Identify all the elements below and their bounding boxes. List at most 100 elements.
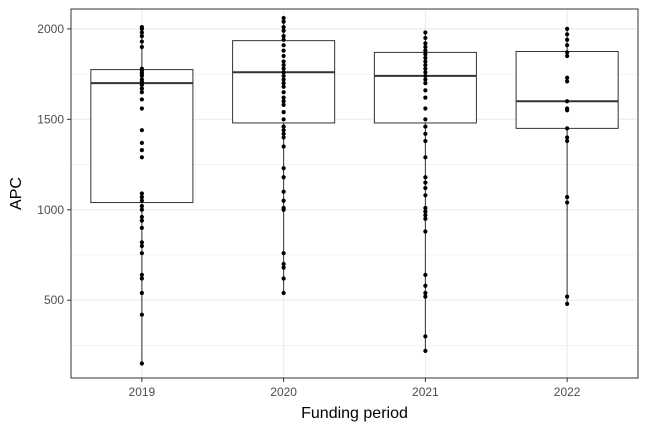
data-point (565, 53, 570, 59)
data-point (139, 361, 144, 366)
data-point (281, 70, 286, 75)
data-point (139, 207, 144, 212)
data-point (281, 124, 286, 129)
data-point (139, 97, 144, 102)
data-point (139, 251, 144, 256)
data-point (281, 265, 286, 270)
data-point (423, 229, 428, 234)
data-point (423, 138, 428, 144)
data-point (565, 195, 570, 200)
data-point (139, 77, 144, 82)
data-point (281, 175, 286, 180)
data-point (565, 138, 570, 144)
data-point (423, 124, 428, 129)
data-point (565, 26, 570, 31)
data-point (423, 155, 428, 160)
x-tick-label: 2020 (270, 385, 297, 399)
data-point (565, 294, 570, 299)
data-point (423, 348, 428, 353)
data-point (281, 251, 286, 256)
data-point (423, 175, 428, 180)
data-point (423, 62, 428, 68)
data-point (423, 209, 428, 214)
data-point (423, 283, 428, 288)
data-point (565, 301, 570, 306)
data-point (281, 84, 286, 89)
data-point (139, 44, 144, 50)
x-axis-title: Funding period (301, 405, 408, 422)
data-point (139, 272, 144, 277)
data-point (281, 59, 286, 64)
y-axis-ticks: 500 1000 1500 2000 (37, 22, 71, 307)
data-point (423, 185, 428, 191)
data-point (565, 200, 570, 205)
data-point (139, 240, 144, 245)
data-point (423, 88, 428, 93)
data-point (139, 198, 144, 203)
data-point (281, 66, 286, 71)
data-point (139, 191, 144, 196)
data-point (139, 312, 144, 317)
data-point (139, 195, 144, 200)
data-point (139, 30, 144, 35)
plot-panel-border (70, 8, 639, 379)
data-point (281, 102, 286, 107)
data-point (565, 37, 570, 42)
data-point (281, 19, 286, 24)
data-point (281, 90, 286, 95)
data-point (565, 135, 570, 140)
data-point (565, 106, 570, 111)
data-point (139, 225, 144, 230)
box-iqr (515, 51, 619, 129)
data-point (281, 34, 286, 39)
data-point (423, 290, 428, 296)
data-point (139, 214, 144, 220)
data-point (281, 290, 286, 296)
data-point (281, 62, 286, 68)
data-point (423, 41, 428, 46)
data-point (565, 50, 570, 55)
data-point (281, 48, 286, 53)
data-point (281, 28, 286, 33)
x-axis-ticks: 2019 2020 2021 2022 (129, 378, 581, 399)
data-point (423, 48, 428, 53)
data-point (423, 334, 428, 339)
data-point (423, 117, 428, 122)
data-point (423, 77, 428, 82)
data-point (281, 95, 286, 100)
x-tick-label: 2022 (554, 385, 581, 399)
data-point (423, 95, 428, 100)
data-point (139, 140, 144, 145)
data-point (139, 243, 144, 249)
data-point (281, 144, 286, 149)
data-point (423, 205, 428, 211)
data-point (423, 131, 428, 136)
data-point (281, 110, 286, 115)
data-point (423, 213, 428, 218)
data-point (423, 294, 428, 299)
data-point (565, 32, 570, 37)
x-tick-label: 2021 (412, 385, 439, 399)
data-point (565, 99, 570, 104)
data-point (139, 66, 144, 71)
data-point (423, 106, 428, 111)
y-axis-title: APC (8, 177, 25, 210)
y-tick-label: 2000 (37, 22, 64, 36)
data-point (281, 99, 286, 104)
data-point (281, 131, 286, 136)
data-point (423, 193, 428, 198)
data-point (281, 81, 286, 86)
data-point (423, 180, 428, 185)
data-point (139, 24, 144, 30)
data-point (281, 276, 286, 281)
data-point (281, 261, 286, 267)
data-point (139, 276, 144, 281)
data-point (281, 205, 286, 211)
data-point (281, 198, 286, 203)
data-point (423, 30, 428, 35)
data-point (565, 126, 570, 131)
data-point (423, 73, 428, 79)
data-point (423, 55, 428, 60)
data-point (281, 189, 286, 194)
